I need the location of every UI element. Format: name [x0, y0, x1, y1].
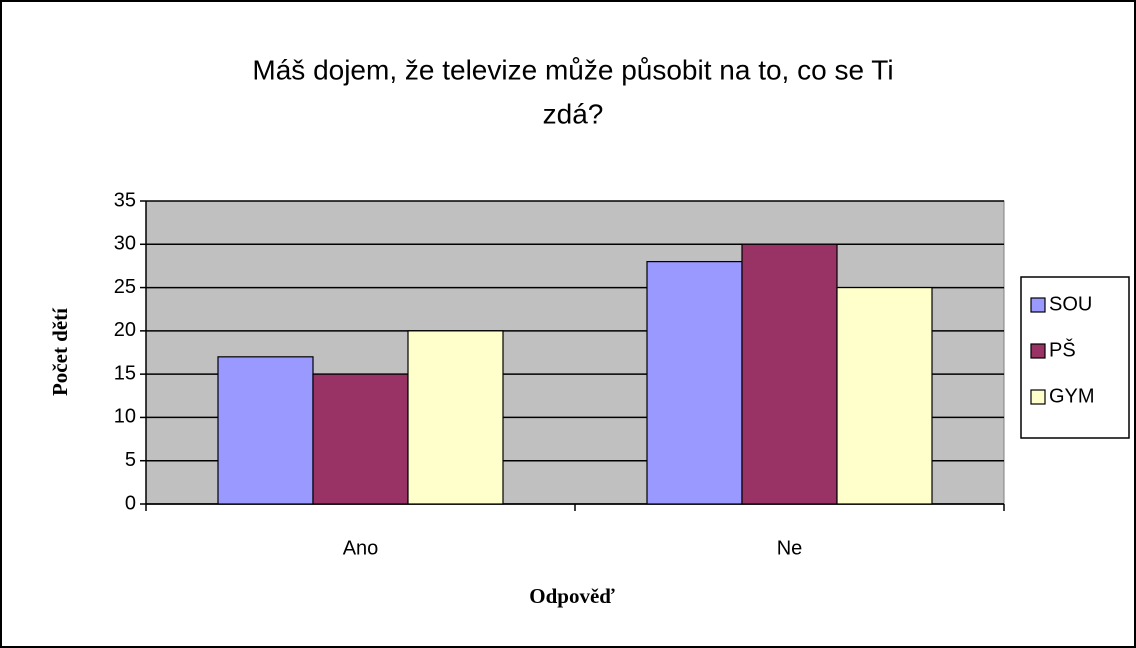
y-tick-label: 5 — [125, 449, 136, 471]
y-tick-label: 10 — [114, 406, 136, 428]
y-tick-label: 25 — [114, 276, 136, 298]
y-tick-label: 20 — [114, 319, 136, 341]
legend-swatch — [1030, 389, 1046, 405]
y-tick-label: 35 — [114, 189, 136, 211]
bar — [312, 373, 409, 505]
chart-title: Máš dojem, že televize může působit na t… — [252, 54, 893, 85]
legend-label: PŠ — [1049, 338, 1076, 361]
y-tick-label: 0 — [125, 492, 136, 514]
bar — [741, 243, 838, 505]
y-tick-label: 30 — [114, 233, 136, 255]
bar — [217, 356, 314, 505]
x-tick-label: Ne — [777, 537, 803, 559]
x-tick-label: Ano — [343, 537, 379, 559]
legend-label: SOU — [1049, 293, 1092, 315]
legend-swatch — [1030, 343, 1046, 359]
bar — [836, 286, 933, 505]
y-axis-label: Počet dětí — [48, 307, 72, 396]
legend-swatch — [1030, 297, 1046, 313]
legend-label: GYM — [1049, 385, 1095, 407]
chart-title: zdá? — [543, 98, 604, 129]
bar — [407, 330, 504, 505]
x-axis-label: Odpověď — [529, 584, 615, 608]
y-tick-label: 15 — [114, 362, 136, 384]
bar — [646, 261, 743, 505]
